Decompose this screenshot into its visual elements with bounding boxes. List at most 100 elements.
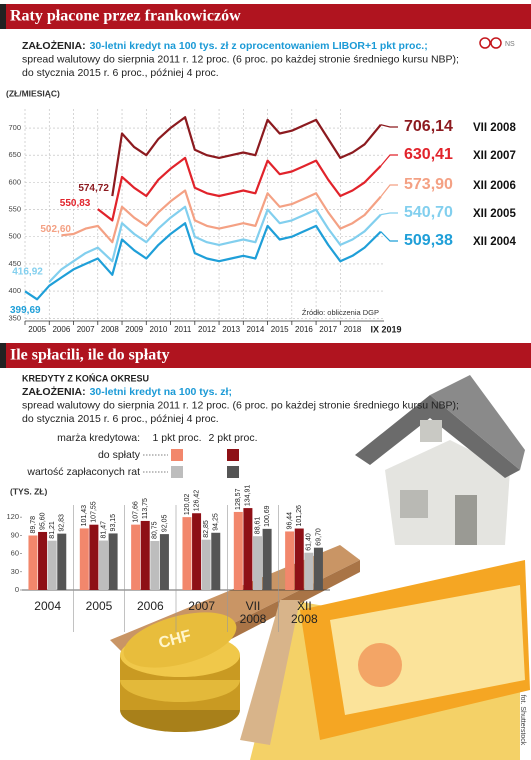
- value-label: 89,78: [30, 516, 37, 534]
- title-band: [0, 4, 531, 29]
- x-tick-label: 2005: [28, 325, 46, 334]
- value-label: 96,44: [286, 512, 293, 530]
- bar: [285, 531, 295, 590]
- value-label: 88,61: [254, 517, 261, 535]
- illustration: CHF: [110, 375, 530, 760]
- legend-swatch: [171, 466, 183, 478]
- bar: [131, 524, 141, 590]
- logo: NS: [505, 41, 515, 48]
- bar: [182, 517, 192, 590]
- x-tick-label: 2015: [271, 325, 289, 334]
- fulcrum: [240, 600, 300, 745]
- y-tick-label: 400: [8, 286, 21, 295]
- series-line: [24, 222, 382, 301]
- assumptions-line: spread walutowy do sierpnia 2011 r. 12 p…: [22, 53, 459, 65]
- value-label: 69,70: [315, 528, 322, 546]
- bar: [38, 531, 48, 590]
- bar: [108, 533, 118, 590]
- y-tick-label: 600: [8, 177, 21, 186]
- x-tick-label: XII 2008: [290, 599, 318, 626]
- legend-row: do spłaty: [98, 449, 141, 461]
- value-label: 82,85: [203, 520, 210, 538]
- coins: CHF: [120, 612, 240, 732]
- value-label: 92,05: [161, 514, 168, 532]
- bar: [140, 520, 150, 590]
- bar: [192, 513, 202, 590]
- value-label: 95,60: [39, 512, 46, 530]
- bar: [159, 534, 169, 590]
- assumptions-highlight: 30-letni kredyt na 100 tys. zł z oprocen…: [90, 40, 428, 52]
- series-line: [61, 189, 382, 244]
- x-tick-label: 2014: [247, 325, 265, 334]
- y-tick-label: 90: [11, 530, 19, 539]
- value-label: 101,43: [81, 505, 88, 527]
- bar: [313, 547, 323, 590]
- assumptions-line: spread walutowy do sierpnia 2011 r. 12 p…: [22, 399, 459, 411]
- bar: [304, 552, 314, 590]
- start-value-label: 399,69: [10, 305, 41, 316]
- x-tick-label: 2017: [319, 325, 337, 334]
- value-label: 101,26: [296, 505, 303, 527]
- legend-column: 1 pkt proc.: [152, 432, 201, 444]
- assumptions: ZAŁOŻENIA: 30-letni kredyt na 100 tys. zł…: [22, 39, 428, 52]
- legend-swatch: [227, 449, 239, 461]
- bar: [262, 528, 272, 590]
- assumptions-label: ZAŁOŻENIA:: [22, 39, 86, 52]
- bar: [99, 540, 108, 590]
- legend-swatch: [227, 466, 239, 478]
- section-title: Ile spłacili, ile do spłaty: [10, 347, 170, 364]
- value-label: 126,42: [193, 490, 200, 512]
- source: Źródło: obliczenia DGP: [302, 308, 379, 317]
- bar: [233, 511, 243, 590]
- x-tick-label: 2006: [136, 599, 164, 613]
- bar: [47, 540, 57, 590]
- bar: [57, 533, 67, 590]
- value-label: 81,47: [100, 521, 107, 539]
- bar: [150, 540, 160, 590]
- end-value-label: 706,14: [404, 118, 453, 135]
- y-tick-label: 120: [6, 512, 19, 521]
- x-tick-label: 2013: [222, 325, 240, 334]
- bar: [243, 508, 253, 590]
- assumptions-line: do stycznia 2015 r. 6 proc., później 4 p…: [22, 67, 219, 79]
- y-tick-label: 30: [11, 567, 19, 576]
- value-label: 92,83: [59, 514, 66, 532]
- x-tick-label: 2007: [188, 599, 215, 613]
- series-line: [48, 205, 382, 283]
- y-tick-label: 60: [11, 549, 19, 558]
- x-tick-label: 2004: [34, 599, 61, 613]
- x-tick-label: VII 2008: [239, 599, 267, 626]
- value-label: 120,02: [184, 494, 191, 516]
- series-line: [97, 156, 382, 222]
- legend-label: VII 2008: [473, 122, 516, 134]
- logo-mark: [490, 37, 502, 49]
- photo-credit: fot. Shutterstock: [519, 695, 526, 746]
- subtitle: KREDYTY Z KOŃCA OKRESU: [22, 373, 149, 383]
- legend-label: XII 2007: [473, 150, 516, 162]
- value-label: 134,91: [245, 485, 252, 507]
- x-tick-label: 2008: [101, 325, 119, 334]
- y-tick-label: 450: [8, 259, 21, 268]
- value-label: 94,25: [213, 513, 220, 531]
- end-value-label: 573,90: [404, 176, 453, 193]
- title-band-accent: [0, 4, 6, 29]
- x-tick-label: 2009: [125, 325, 143, 334]
- bar: [253, 536, 262, 590]
- value-label: 128,57: [235, 488, 242, 510]
- value-label: 61,40: [306, 533, 313, 551]
- section-title: Raty płacone przez frankowiczów: [10, 8, 241, 25]
- value-label: 81,21: [49, 521, 56, 539]
- logo-mark: [479, 37, 491, 49]
- y-tick-label: 700: [8, 123, 21, 132]
- end-leader: [380, 231, 398, 242]
- assumptions: ZAŁOŻENIA: 30-letni kredyt na 100 tys. zł…: [22, 385, 232, 398]
- value-label: 93,15: [110, 514, 117, 532]
- value-label: 113,75: [142, 498, 149, 519]
- value-label: 80,75: [152, 521, 159, 539]
- assumptions-highlight: 30-letni kredyt na 100 tys. zł;: [90, 386, 232, 398]
- x-tick-label: 2010: [150, 325, 168, 334]
- y-tick-label: 550: [8, 205, 21, 214]
- value-label: 107,55: [91, 501, 98, 523]
